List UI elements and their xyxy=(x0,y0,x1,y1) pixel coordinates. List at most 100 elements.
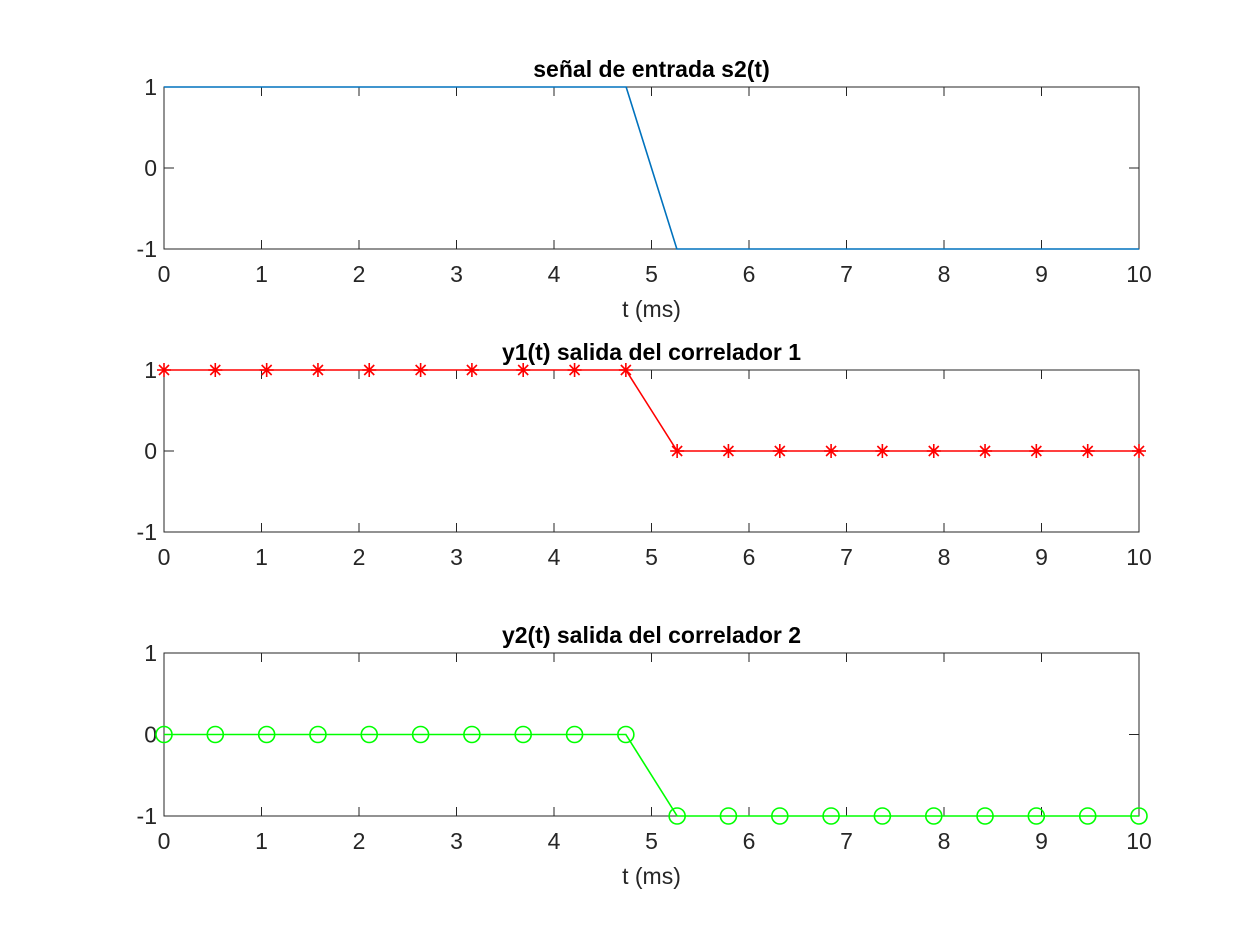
x-tick-label: 5 xyxy=(645,544,658,570)
x-tick-label: 0 xyxy=(158,828,171,854)
asterisk-stroke xyxy=(671,445,683,457)
data-point-asterisk xyxy=(618,363,633,377)
y-tick-label: 0 xyxy=(144,722,157,748)
data-point-asterisk xyxy=(1029,444,1044,458)
x-tick-label: 2 xyxy=(353,544,366,570)
x-tick-label: 10 xyxy=(1126,261,1152,287)
subplot-title: y2(t) salida del correlador 2 xyxy=(502,622,801,648)
x-tick-label: 0 xyxy=(158,544,171,570)
asterisk-stroke xyxy=(209,364,221,376)
y-tick-label: 0 xyxy=(144,438,157,464)
x-tick-label: 4 xyxy=(548,828,561,854)
data-point-circle xyxy=(309,725,327,744)
x-tick-label: 3 xyxy=(450,261,463,287)
data-point-asterisk xyxy=(362,363,377,377)
x-tick-label: 0 xyxy=(158,261,171,287)
x-tick-label: 2 xyxy=(353,828,366,854)
x-tick-label: 9 xyxy=(1035,261,1048,287)
data-point-circle xyxy=(617,725,635,744)
data-point-asterisk xyxy=(721,444,736,458)
data-point-asterisk xyxy=(413,363,428,377)
data-point-asterisk xyxy=(259,363,274,377)
asterisk-stroke xyxy=(928,445,940,457)
x-tick-label: 6 xyxy=(743,544,756,570)
data-point-circle xyxy=(873,807,892,825)
asterisk-stroke xyxy=(722,445,734,457)
asterisk-stroke xyxy=(825,445,837,457)
data-point-asterisk xyxy=(208,363,223,377)
x-tick-label: 8 xyxy=(938,828,951,854)
data-point-asterisk xyxy=(875,444,890,458)
data-point-circle xyxy=(924,807,943,825)
x-tick-label: 1 xyxy=(255,828,268,854)
x-tick-label: 3 xyxy=(450,828,463,854)
data-point-asterisk xyxy=(1080,444,1095,458)
asterisk-stroke xyxy=(979,445,991,457)
data-point-asterisk xyxy=(157,363,171,377)
asterisk-stroke xyxy=(620,364,632,376)
x-tick-label: 8 xyxy=(938,261,951,287)
y-tick-label: 1 xyxy=(144,640,157,666)
data-point-circle xyxy=(463,725,481,744)
y-tick-label: -1 xyxy=(137,519,157,545)
asterisk-stroke xyxy=(1030,445,1042,457)
y-tick-label: -1 xyxy=(137,803,157,829)
y-tick-label: -1 xyxy=(137,236,157,262)
data-point-asterisk xyxy=(516,363,531,377)
y-tick-label: 0 xyxy=(144,155,157,181)
asterisk-stroke xyxy=(466,364,478,376)
data-point-asterisk xyxy=(464,363,479,377)
data-point-asterisk xyxy=(1132,444,1146,458)
data-point-asterisk xyxy=(926,444,941,458)
x-axis-label: t (ms) xyxy=(622,863,681,889)
asterisk-stroke xyxy=(569,364,581,376)
data-point-asterisk xyxy=(824,444,839,458)
x-tick-label: 2 xyxy=(353,261,366,287)
data-point-circle xyxy=(771,807,789,825)
y-tick-label: 1 xyxy=(144,357,157,383)
x-tick-label: 4 xyxy=(548,544,561,570)
data-point-asterisk xyxy=(567,363,582,377)
data-point-circle xyxy=(257,725,276,744)
data-point-circle xyxy=(1027,807,1046,825)
x-tick-label: 10 xyxy=(1126,544,1152,570)
x-tick-label: 9 xyxy=(1035,828,1048,854)
x-tick-label: 6 xyxy=(743,261,756,287)
data-point-circle xyxy=(1078,807,1097,825)
data-point-circle xyxy=(565,725,584,744)
asterisk-stroke xyxy=(312,364,324,376)
asterisk-stroke xyxy=(363,364,375,376)
asterisk-stroke xyxy=(517,364,529,376)
y-tick-label: 1 xyxy=(144,74,157,100)
x-tick-label: 3 xyxy=(450,544,463,570)
asterisk-stroke xyxy=(876,445,888,457)
x-tick-label: 7 xyxy=(840,544,853,570)
data-point-circle xyxy=(1130,807,1148,825)
asterisk-stroke xyxy=(774,445,786,457)
x-tick-label: 5 xyxy=(645,828,658,854)
data-point-asterisk xyxy=(772,444,787,458)
asterisk-stroke xyxy=(415,364,427,376)
subplot-title: y1(t) salida del correlador 1 xyxy=(502,339,801,365)
data-point-circle xyxy=(411,725,430,744)
x-axis-label: t (ms) xyxy=(622,296,681,322)
data-point-circle xyxy=(822,807,840,825)
asterisk-stroke xyxy=(261,364,273,376)
x-tick-label: 1 xyxy=(255,544,268,570)
data-point-circle xyxy=(360,725,379,744)
data-point-circle xyxy=(668,807,686,825)
asterisk-stroke xyxy=(158,364,170,376)
x-tick-label: 6 xyxy=(743,828,756,854)
series-line xyxy=(164,369,1139,452)
x-tick-label: 7 xyxy=(840,828,853,854)
data-point-circle xyxy=(514,725,532,744)
x-tick-label: 1 xyxy=(255,261,268,287)
data-point-circle xyxy=(206,725,225,744)
subplot-title: señal de entrada s2(t) xyxy=(533,56,769,82)
data-point-asterisk xyxy=(978,444,993,458)
data-point-circle xyxy=(719,807,738,825)
